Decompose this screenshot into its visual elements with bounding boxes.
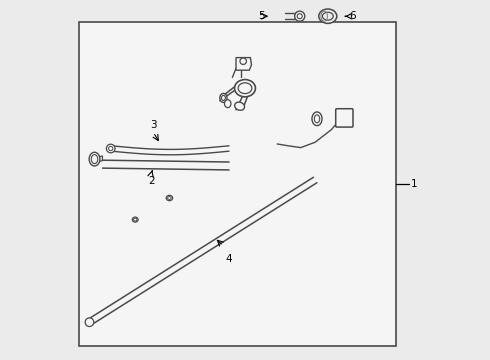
Ellipse shape (224, 100, 231, 108)
Polygon shape (236, 58, 251, 70)
Text: 3: 3 (150, 120, 156, 130)
Text: 4: 4 (225, 254, 232, 264)
Ellipse shape (91, 155, 98, 163)
Ellipse shape (238, 83, 252, 94)
Text: 6: 6 (349, 11, 356, 21)
Ellipse shape (132, 217, 138, 222)
Ellipse shape (168, 197, 171, 199)
Ellipse shape (134, 218, 137, 221)
Circle shape (240, 58, 246, 64)
Ellipse shape (89, 152, 100, 166)
Ellipse shape (221, 95, 225, 100)
Ellipse shape (312, 112, 322, 126)
Ellipse shape (235, 80, 255, 97)
Ellipse shape (220, 94, 227, 103)
Circle shape (85, 318, 94, 327)
Bar (79, 22, 396, 346)
Circle shape (297, 14, 302, 19)
FancyBboxPatch shape (336, 109, 353, 127)
Circle shape (294, 11, 305, 21)
Ellipse shape (166, 195, 172, 201)
Text: 2: 2 (148, 176, 155, 186)
Ellipse shape (314, 115, 319, 123)
Text: 1: 1 (411, 179, 417, 189)
Ellipse shape (235, 102, 245, 110)
Ellipse shape (322, 12, 333, 20)
Circle shape (106, 144, 115, 153)
Circle shape (109, 147, 113, 151)
Ellipse shape (319, 9, 337, 23)
Text: 5: 5 (258, 11, 265, 21)
